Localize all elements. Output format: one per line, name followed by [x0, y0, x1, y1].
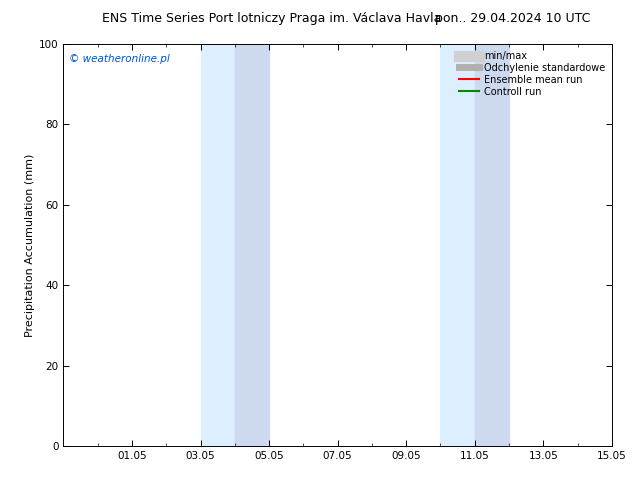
Bar — [235, 44, 269, 446]
Text: © weatheronline.pl: © weatheronline.pl — [69, 54, 170, 64]
Text: pon.. 29.04.2024 10 UTC: pon.. 29.04.2024 10 UTC — [436, 12, 591, 25]
Text: ENS Time Series Port lotniczy Praga im. Václava Havla: ENS Time Series Port lotniczy Praga im. … — [102, 12, 441, 25]
Bar — [441, 44, 475, 446]
Bar — [200, 44, 235, 446]
Legend: min/max, Odchylenie standardowe, Ensemble mean run, Controll run: min/max, Odchylenie standardowe, Ensembl… — [456, 47, 609, 100]
Y-axis label: Precipitation Accumulation (mm): Precipitation Accumulation (mm) — [25, 153, 35, 337]
Bar — [475, 44, 509, 446]
